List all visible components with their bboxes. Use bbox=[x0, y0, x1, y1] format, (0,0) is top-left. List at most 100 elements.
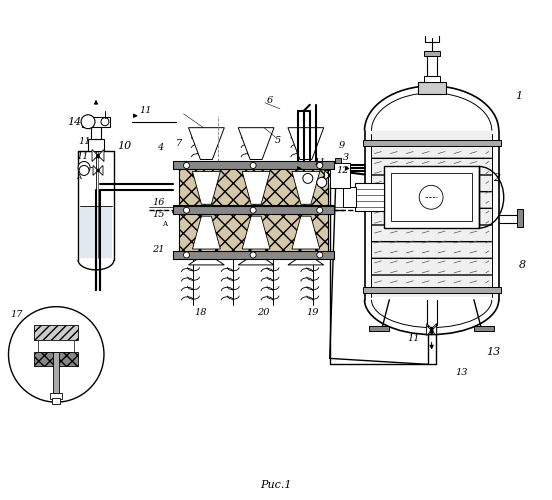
Polygon shape bbox=[98, 166, 103, 175]
Circle shape bbox=[430, 329, 433, 332]
Text: 14: 14 bbox=[67, 116, 81, 126]
Text: 19: 19 bbox=[306, 308, 319, 317]
Text: 17: 17 bbox=[10, 310, 23, 319]
Bar bbox=[178, 166, 328, 210]
Text: 11: 11 bbox=[140, 106, 152, 116]
Polygon shape bbox=[432, 326, 437, 336]
Text: 8: 8 bbox=[519, 260, 526, 270]
Polygon shape bbox=[242, 216, 270, 249]
Circle shape bbox=[101, 118, 109, 126]
Bar bbox=[53, 352, 59, 394]
Polygon shape bbox=[93, 166, 98, 175]
Bar bbox=[363, 287, 501, 293]
Circle shape bbox=[317, 207, 323, 213]
Bar bbox=[173, 162, 333, 170]
Polygon shape bbox=[242, 172, 270, 204]
Polygon shape bbox=[193, 172, 220, 204]
Bar bbox=[418, 82, 445, 94]
Bar bbox=[88, 138, 104, 150]
Polygon shape bbox=[92, 150, 98, 162]
Polygon shape bbox=[427, 326, 432, 336]
Text: A: A bbox=[76, 174, 81, 182]
Bar bbox=[173, 206, 333, 214]
Text: 4: 4 bbox=[157, 143, 164, 152]
Polygon shape bbox=[330, 170, 335, 180]
Text: 12: 12 bbox=[336, 166, 349, 175]
Text: 10: 10 bbox=[116, 140, 131, 150]
Text: 11: 11 bbox=[78, 137, 91, 146]
Bar bbox=[173, 251, 333, 259]
Bar bbox=[38, 340, 74, 352]
Polygon shape bbox=[325, 170, 330, 180]
Bar bbox=[50, 393, 62, 399]
Circle shape bbox=[317, 178, 327, 188]
Text: 16: 16 bbox=[152, 198, 165, 207]
Circle shape bbox=[97, 154, 99, 157]
Polygon shape bbox=[98, 150, 104, 162]
Text: 15: 15 bbox=[152, 210, 165, 218]
Circle shape bbox=[328, 174, 331, 177]
Circle shape bbox=[183, 162, 189, 168]
Bar bbox=[34, 324, 78, 340]
Circle shape bbox=[250, 162, 256, 168]
Circle shape bbox=[183, 207, 189, 213]
Polygon shape bbox=[288, 257, 323, 265]
Polygon shape bbox=[193, 216, 220, 249]
Text: 11: 11 bbox=[314, 158, 326, 167]
Circle shape bbox=[78, 162, 90, 173]
Circle shape bbox=[183, 252, 189, 258]
Bar bbox=[80, 206, 112, 258]
Circle shape bbox=[81, 115, 95, 128]
Bar bbox=[343, 188, 355, 207]
Polygon shape bbox=[292, 172, 320, 204]
Bar bbox=[354, 184, 384, 211]
Text: 11: 11 bbox=[407, 334, 420, 343]
Text: Рис.1: Рис.1 bbox=[260, 480, 292, 490]
Circle shape bbox=[317, 252, 323, 258]
Bar bbox=[82, 116, 110, 126]
Circle shape bbox=[8, 306, 104, 402]
Circle shape bbox=[419, 186, 443, 209]
Bar bbox=[517, 209, 523, 227]
Text: 11: 11 bbox=[76, 152, 88, 161]
Circle shape bbox=[303, 174, 313, 184]
Text: 9: 9 bbox=[338, 141, 345, 150]
Text: 21: 21 bbox=[152, 244, 165, 254]
Bar bbox=[424, 51, 439, 56]
Text: 13: 13 bbox=[487, 348, 501, 358]
Circle shape bbox=[430, 327, 433, 330]
Circle shape bbox=[317, 162, 323, 168]
Bar bbox=[363, 140, 501, 145]
Circle shape bbox=[250, 252, 256, 258]
Bar bbox=[91, 124, 101, 138]
Bar bbox=[178, 210, 328, 255]
Polygon shape bbox=[188, 257, 224, 265]
Polygon shape bbox=[238, 257, 274, 265]
Text: 1: 1 bbox=[515, 91, 522, 101]
Bar bbox=[474, 326, 494, 330]
FancyBboxPatch shape bbox=[371, 130, 492, 296]
Text: A: A bbox=[162, 220, 167, 228]
Bar bbox=[424, 76, 439, 82]
Polygon shape bbox=[238, 128, 274, 160]
Text: 20: 20 bbox=[257, 308, 269, 317]
Polygon shape bbox=[427, 324, 432, 334]
Circle shape bbox=[79, 166, 89, 175]
Text: 6: 6 bbox=[267, 96, 273, 106]
Bar bbox=[52, 398, 60, 404]
Text: 13: 13 bbox=[455, 368, 468, 377]
Bar bbox=[391, 174, 472, 221]
Circle shape bbox=[97, 169, 99, 172]
Text: 18: 18 bbox=[194, 308, 206, 317]
Polygon shape bbox=[292, 216, 320, 249]
Bar bbox=[335, 158, 341, 176]
Text: 3: 3 bbox=[342, 153, 349, 162]
Polygon shape bbox=[432, 324, 437, 334]
Text: 2: 2 bbox=[493, 174, 500, 184]
Bar bbox=[384, 166, 479, 228]
Circle shape bbox=[250, 207, 256, 213]
Polygon shape bbox=[288, 128, 323, 160]
Bar bbox=[34, 352, 78, 366]
Text: 7: 7 bbox=[176, 139, 182, 148]
Text: 5: 5 bbox=[275, 136, 281, 145]
